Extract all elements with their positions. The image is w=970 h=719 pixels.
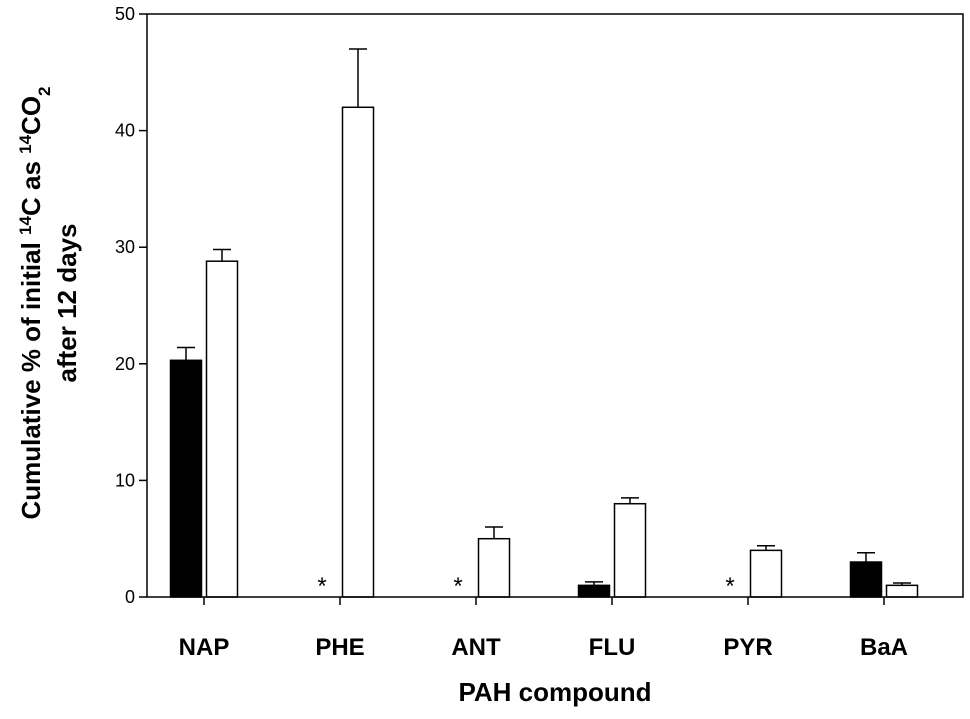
bar [477, 537, 511, 598]
y-tick-label: 40 [115, 121, 135, 141]
y-tick-label: 0 [125, 587, 135, 607]
y-axis-title-line2: after 12 days [52, 224, 82, 383]
y-tick-label: 50 [115, 4, 135, 24]
x-tick-label: FLU [589, 634, 636, 661]
bar [849, 561, 883, 598]
y-tick-label: 30 [115, 237, 135, 257]
x-tick-label: PYR [723, 634, 772, 661]
x-axis-ticks: NAP PHE ANT FLU PYR BaA [179, 597, 908, 661]
bar [169, 359, 203, 598]
x-tick-label: NAP [179, 634, 230, 661]
not-detected-marker: * [453, 573, 462, 600]
bar [205, 260, 239, 598]
bar [577, 584, 611, 598]
y-tick-label: 20 [115, 354, 135, 374]
x-tick-label: PHE [315, 634, 364, 661]
y-axis-title-line1: Cumulative % of initial 14C as 14CO2 [16, 86, 54, 519]
y-axis-title: Cumulative % of initial 14C as 14CO2 aft… [16, 86, 83, 519]
plot-area-frame [146, 13, 964, 598]
x-axis-title: PAH compound [458, 677, 651, 707]
y-axis-ticks: 0 10 20 30 40 50 [115, 4, 147, 607]
not-detected-marker: * [317, 573, 326, 600]
bar [749, 549, 783, 598]
x-tick-label: ANT [451, 634, 501, 661]
not-detected-marker: * [725, 573, 734, 600]
bar [613, 502, 647, 598]
x-tick-label: BaA [860, 634, 908, 661]
bar [885, 584, 919, 598]
bars-layer: * * * [169, 48, 919, 600]
y-tick-label: 10 [115, 470, 135, 490]
bar [341, 106, 375, 598]
